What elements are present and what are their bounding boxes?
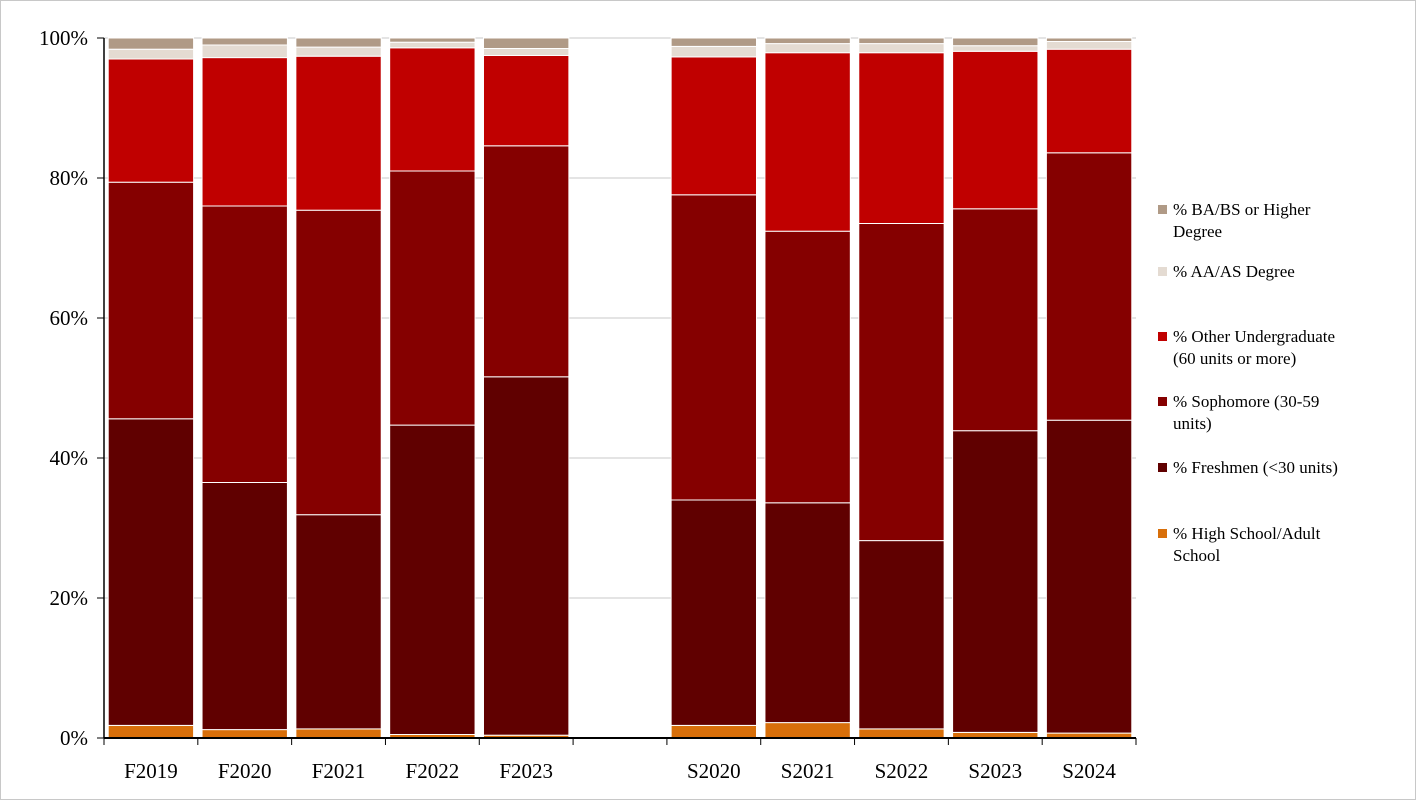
bar-segment bbox=[107, 58, 195, 183]
bar-segment bbox=[670, 499, 758, 726]
bar-segment bbox=[952, 37, 1039, 47]
y-tick-label: 80% bbox=[50, 166, 89, 190]
bar-segment bbox=[482, 48, 570, 56]
bar-segment bbox=[952, 208, 1039, 432]
bar-segment bbox=[764, 722, 851, 739]
bar-segment bbox=[1045, 41, 1133, 50]
legend-swatch bbox=[1158, 205, 1167, 214]
bar-segment bbox=[670, 56, 758, 196]
bar-segment bbox=[295, 46, 382, 57]
x-tick-label: S2020 bbox=[687, 759, 741, 783]
bar-segment bbox=[764, 37, 851, 45]
legend-swatch bbox=[1158, 529, 1167, 538]
bar-segment bbox=[482, 376, 570, 736]
bar-segment bbox=[670, 45, 758, 58]
x-tick-label: S2024 bbox=[1062, 759, 1116, 783]
bar-segment bbox=[858, 52, 945, 225]
y-tick-label: 60% bbox=[50, 306, 89, 330]
bar-segment bbox=[389, 170, 476, 426]
bar-segment bbox=[482, 55, 570, 147]
y-tick-label: 0% bbox=[60, 726, 88, 750]
bar-segment bbox=[764, 43, 851, 54]
legend-swatch bbox=[1158, 397, 1167, 406]
x-tick-label: F2019 bbox=[124, 759, 178, 783]
legend-swatch bbox=[1158, 332, 1167, 341]
bar-segment bbox=[482, 145, 570, 378]
bar-segment bbox=[670, 37, 758, 47]
bar-segment bbox=[670, 724, 758, 739]
bar-segment bbox=[201, 57, 288, 207]
bar-segment bbox=[389, 47, 476, 172]
y-tick-label: 20% bbox=[50, 586, 89, 610]
legend-label: % Sophomore (30-59 units) bbox=[1173, 392, 1319, 433]
legend-label: % High School/Adult School bbox=[1173, 524, 1321, 565]
bar-segment bbox=[295, 209, 382, 516]
bar-segment bbox=[858, 540, 945, 730]
legend-label: % Other Undergraduate (60 units or more) bbox=[1173, 327, 1335, 368]
bar-segment bbox=[295, 37, 382, 48]
bar-segment bbox=[858, 43, 945, 54]
axes: 0% 20% 40% 60% 80% 100% F2019 F2020 F2021 F2022 F2… bbox=[39, 26, 1137, 783]
bar-segment bbox=[1045, 48, 1133, 154]
bar-segment bbox=[389, 41, 476, 49]
bar-segment bbox=[201, 44, 288, 59]
bar-segment bbox=[201, 205, 288, 483]
x-tick-label: F2023 bbox=[499, 759, 553, 783]
legend-label: % BA/BS or Higher Degree bbox=[1173, 200, 1311, 241]
bar-segment bbox=[107, 724, 195, 739]
bar-segment bbox=[764, 230, 851, 504]
bar-segment bbox=[201, 729, 288, 739]
bar-segment bbox=[107, 181, 195, 420]
bar-segment bbox=[201, 37, 288, 46]
bar-segment bbox=[858, 223, 945, 542]
bar-segment bbox=[858, 37, 945, 45]
bar-segment bbox=[764, 502, 851, 724]
bar-segment bbox=[670, 194, 758, 501]
legend-label: % Freshmen (<30 units) bbox=[1173, 458, 1338, 477]
bar-segment bbox=[952, 430, 1039, 733]
bar-segment bbox=[107, 418, 195, 726]
bar-segment bbox=[764, 52, 851, 232]
bar-segment bbox=[1045, 152, 1133, 421]
legend: % BA/BS or Higher Degree % AA/AS Degree % O… bbox=[1158, 200, 1338, 565]
bar-stacks bbox=[107, 37, 1133, 739]
bar-segment bbox=[389, 424, 476, 735]
y-tick-label: 100% bbox=[39, 26, 88, 50]
x-tick-label: F2020 bbox=[218, 759, 272, 783]
bar-segment bbox=[1045, 37, 1133, 42]
bar-segment bbox=[107, 37, 195, 50]
bar-segment bbox=[295, 514, 382, 730]
x-tick-label: S2021 bbox=[781, 759, 835, 783]
y-tick-label: 40% bbox=[50, 446, 89, 470]
x-tick-label: S2022 bbox=[875, 759, 929, 783]
legend-swatch bbox=[1158, 267, 1167, 276]
bar-segment bbox=[389, 37, 476, 43]
bar-segment bbox=[295, 728, 382, 739]
x-tick-label: F2022 bbox=[406, 759, 460, 783]
legend-swatch bbox=[1158, 463, 1167, 472]
bar-segment bbox=[952, 50, 1039, 210]
bar-segment bbox=[107, 48, 195, 60]
bar-segment bbox=[858, 728, 945, 739]
x-tick-label: S2023 bbox=[968, 759, 1022, 783]
legend-label: % AA/AS Degree bbox=[1173, 262, 1295, 281]
bar-segment bbox=[1045, 419, 1133, 734]
bar-segment bbox=[482, 37, 570, 49]
bar-segment bbox=[952, 45, 1039, 52]
x-tick-label: F2021 bbox=[312, 759, 366, 783]
bar-segment bbox=[295, 55, 382, 211]
bar-segment bbox=[201, 482, 288, 731]
